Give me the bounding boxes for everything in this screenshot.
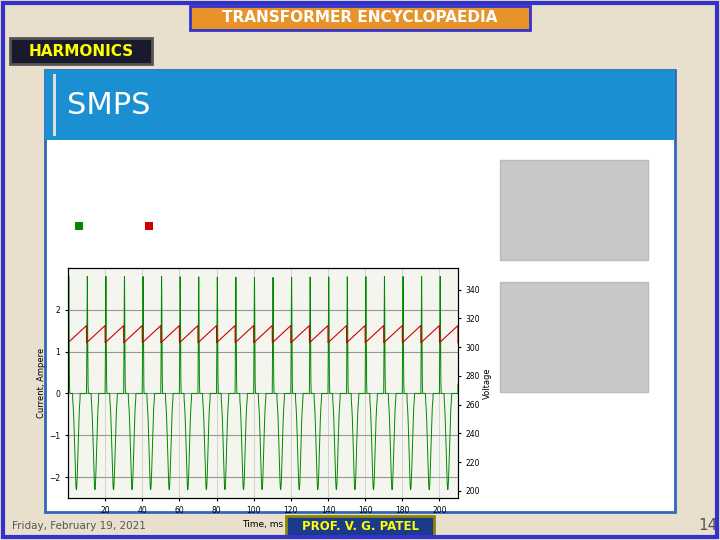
Bar	[500, 282, 648, 392]
Bar	[45, 70, 675, 140]
Text: Friday, February 19, 2021: Friday, February 19, 2021	[12, 521, 146, 531]
Bar	[145, 222, 153, 230]
Y-axis label: Current, Ampere: Current, Ampere	[37, 348, 47, 418]
FancyBboxPatch shape	[10, 38, 152, 64]
Bar	[53, 74, 56, 136]
FancyBboxPatch shape	[286, 516, 434, 536]
Text: SMPS: SMPS	[67, 91, 150, 119]
Text: 14: 14	[698, 518, 718, 534]
FancyBboxPatch shape	[190, 6, 530, 30]
X-axis label: Time, ms: Time, ms	[243, 520, 284, 529]
Bar	[45, 70, 675, 512]
Bar	[75, 222, 83, 230]
Y-axis label: Voltage: Voltage	[483, 367, 492, 399]
Text: PROF. V. G. PATEL: PROF. V. G. PATEL	[302, 519, 418, 532]
Text: TRANSFORMER ENCYCLOPAEDIA: TRANSFORMER ENCYCLOPAEDIA	[222, 10, 498, 25]
Bar	[500, 160, 648, 260]
Text: HARMONICS: HARMONICS	[28, 44, 134, 58]
